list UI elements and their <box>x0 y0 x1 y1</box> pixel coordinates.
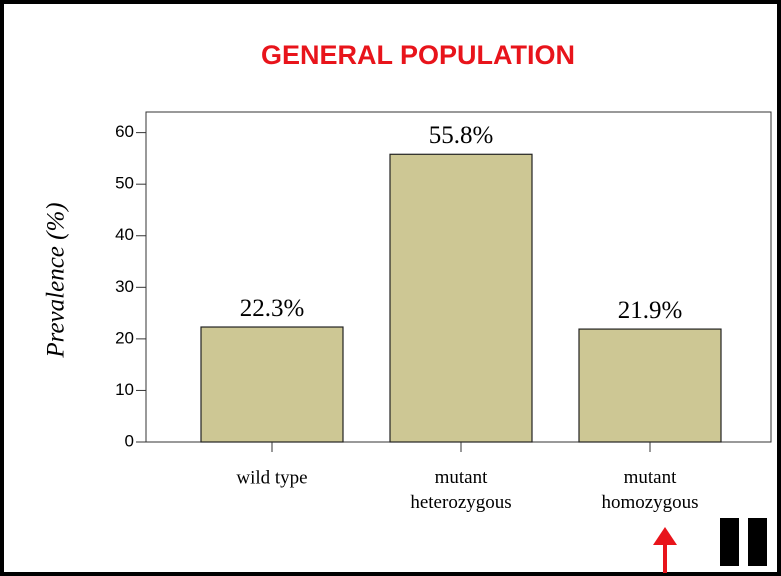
value-label: 21.9% <box>618 297 683 324</box>
y-tick-label: 0 <box>125 431 134 450</box>
y-tick-label: 40 <box>115 225 134 244</box>
icon-bar <box>748 518 767 566</box>
y-tick-label: 30 <box>115 277 134 296</box>
bar <box>200 326 344 443</box>
value-label: 22.3% <box>240 295 305 322</box>
chart-title: GENERAL POPULATION <box>261 40 575 70</box>
x-tick-label: mutant heterozygous <box>410 467 511 513</box>
value-label: 55.8% <box>429 122 494 149</box>
y-tick-label: 60 <box>115 122 134 141</box>
y-tick-label: 20 <box>115 328 134 347</box>
y-tick-label: 50 <box>115 174 134 193</box>
arrow-head <box>653 527 677 545</box>
x-tick-label: mutant homozygous <box>601 467 698 513</box>
y-axis-label: Prevalence (%) <box>43 202 70 358</box>
icon-bar <box>720 518 739 566</box>
bar <box>389 153 533 443</box>
x-tick-label: wild type <box>236 467 307 488</box>
bar <box>578 328 722 443</box>
y-tick-label: 10 <box>115 380 134 399</box>
